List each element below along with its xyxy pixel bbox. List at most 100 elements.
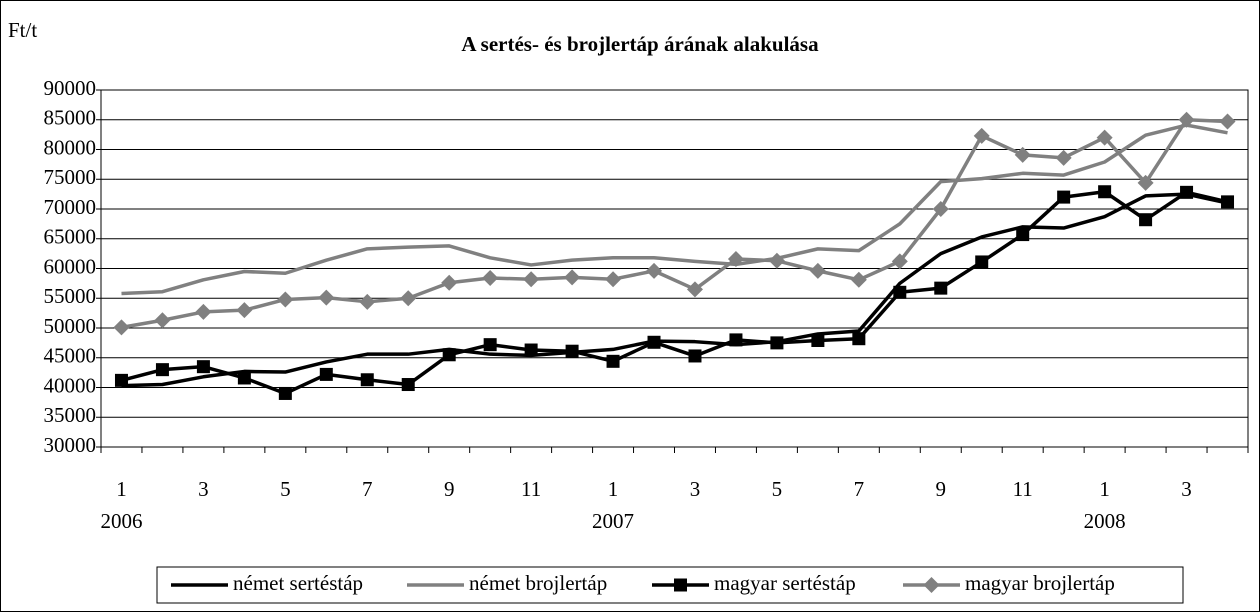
marker xyxy=(850,271,867,288)
marker xyxy=(1014,146,1031,163)
marker xyxy=(1178,111,1195,128)
marker xyxy=(359,293,376,310)
y-axis-label: Ft/t xyxy=(8,18,37,42)
marker xyxy=(686,281,703,298)
legend-label: német brojlertáp xyxy=(469,571,607,595)
marker xyxy=(196,360,210,374)
legend-label: magyar brojlertáp xyxy=(965,571,1115,595)
marker xyxy=(606,354,620,368)
marker xyxy=(360,373,374,387)
y-tick-label: 85000 xyxy=(44,106,97,130)
marker xyxy=(1219,113,1236,130)
marker xyxy=(277,291,294,308)
y-tick-label: 45000 xyxy=(44,344,97,368)
legend: német sertéstáp német brojlertáp magyar se… xyxy=(156,566,1184,604)
y-tick-label: 40000 xyxy=(44,373,97,397)
marker xyxy=(770,336,784,350)
marker xyxy=(319,367,333,381)
x-tick-label: 7 xyxy=(362,477,373,501)
y-tick-label: 30000 xyxy=(44,433,97,457)
marker xyxy=(114,373,128,387)
marker xyxy=(1096,129,1113,146)
x-tick-label: 7 xyxy=(854,477,865,501)
marker xyxy=(195,303,212,320)
marker xyxy=(1098,185,1112,199)
x-tick-label: 9 xyxy=(936,477,947,501)
marker xyxy=(524,343,538,357)
y-tick-label: 65000 xyxy=(44,225,97,249)
marker xyxy=(318,289,335,306)
x-tick-label: 1 xyxy=(608,477,619,501)
marker xyxy=(1221,195,1235,209)
marker xyxy=(674,578,687,592)
y-tick-label: 90000 xyxy=(44,76,97,100)
y-tick-label: 55000 xyxy=(44,284,97,308)
x-tick-label: 9 xyxy=(444,477,455,501)
year-label: 2008 xyxy=(1084,509,1126,533)
marker xyxy=(688,349,702,363)
y-tick-label: 70000 xyxy=(44,195,97,219)
y-tick-label: 50000 xyxy=(44,314,97,338)
marker xyxy=(523,271,540,288)
marker xyxy=(768,252,785,269)
marker xyxy=(1139,213,1153,227)
marker xyxy=(1180,185,1194,199)
x-tick-label: 1 xyxy=(116,477,127,501)
marker xyxy=(923,577,940,593)
marker xyxy=(113,319,130,336)
marker xyxy=(893,285,907,299)
year-label: 2007 xyxy=(592,509,634,533)
marker xyxy=(891,253,908,270)
marker xyxy=(401,378,415,392)
marker xyxy=(852,332,866,346)
marker xyxy=(565,344,579,358)
marker xyxy=(973,127,990,144)
year-label: 2006 xyxy=(100,509,142,533)
x-tick-label: 5 xyxy=(772,477,783,501)
marker xyxy=(729,333,743,347)
x-tick-label: 11 xyxy=(1013,477,1033,501)
marker xyxy=(482,270,499,287)
marker xyxy=(1137,174,1154,191)
marker xyxy=(237,371,251,385)
marker xyxy=(154,312,171,329)
series-line xyxy=(121,192,1228,388)
marker xyxy=(605,271,622,288)
y-tick-label: 75000 xyxy=(44,165,97,189)
legend-label: német sertéstáp xyxy=(233,571,363,595)
x-tick-label: 5 xyxy=(280,477,291,501)
marker xyxy=(564,269,581,286)
series-line xyxy=(121,189,1228,396)
marker xyxy=(400,290,417,307)
marker xyxy=(155,363,169,377)
marker xyxy=(1057,190,1071,204)
marker xyxy=(278,386,292,400)
y-tick-label: 80000 xyxy=(44,135,97,159)
y-tick-label: 35000 xyxy=(44,403,97,427)
legend-label: magyar sertéstáp xyxy=(714,571,856,595)
marker xyxy=(934,281,948,295)
marker xyxy=(441,274,458,291)
marker xyxy=(727,250,744,267)
x-tick-label: 3 xyxy=(1181,477,1192,501)
marker xyxy=(809,262,826,279)
marker xyxy=(932,201,949,217)
marker xyxy=(647,335,661,349)
y-tick-label: 60000 xyxy=(44,254,97,278)
x-tick-label: 3 xyxy=(690,477,701,501)
x-tick-label: 11 xyxy=(521,477,541,501)
marker xyxy=(442,348,456,362)
series-line xyxy=(121,118,1228,330)
marker xyxy=(236,302,253,319)
marker xyxy=(646,262,663,279)
marker xyxy=(811,333,825,347)
x-tick-label: 1 xyxy=(1099,477,1110,501)
series-line xyxy=(121,123,1228,296)
chart-title: A sertés- és brojlertáp árának alakulása xyxy=(461,32,819,56)
marker xyxy=(483,338,497,352)
marker xyxy=(1016,228,1030,242)
x-tick-label: 3 xyxy=(198,477,209,501)
marker xyxy=(975,255,989,269)
marker xyxy=(1055,149,1072,166)
